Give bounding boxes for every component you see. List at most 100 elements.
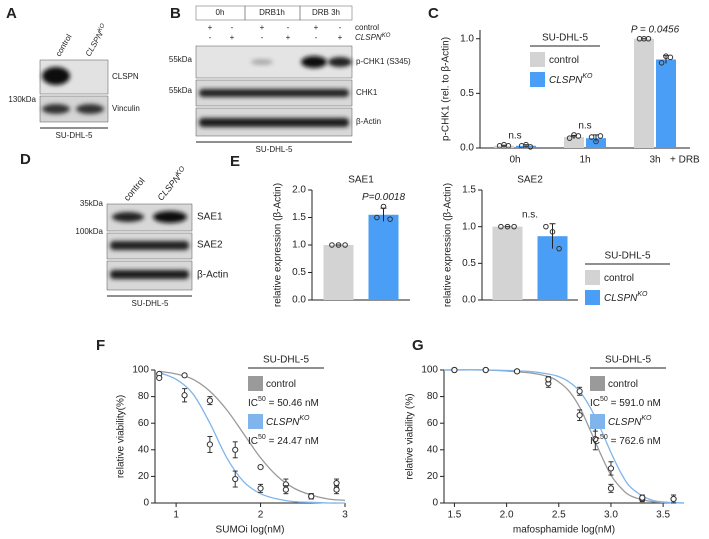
legend-swatch (590, 376, 605, 391)
data-point (342, 242, 348, 248)
y-tick-label: 0.0 (292, 295, 306, 306)
lane-label: CLSPNKO (83, 22, 109, 58)
data-point (387, 216, 393, 222)
data-point (206, 397, 213, 404)
condition-sign: + (338, 33, 343, 42)
y-tick-label: 1.0 (292, 240, 306, 251)
data-point (645, 35, 652, 42)
ic50-rest: = 762.6 nM (608, 436, 661, 447)
marker-label: 100kDa (75, 227, 103, 236)
data-point (527, 144, 534, 150)
y-axis-label: relative expression (β-Actin) (273, 183, 284, 307)
x-tick-label: 1 (173, 510, 179, 521)
ic50-label: IC50 = 24.47 nM (248, 434, 319, 447)
marker-label: 55kDa (169, 55, 193, 64)
bar (564, 137, 584, 148)
legend-swatch (585, 270, 600, 285)
cell-line: SU-DHL-5 (56, 131, 93, 140)
legend-swatch (248, 414, 263, 429)
ic50-sup: 50 (600, 396, 608, 403)
blot-a: control CLSPNKO CLSPN Vinculin 130kDa SU… (8, 22, 139, 140)
data-point (667, 54, 674, 61)
annotation: n.s (578, 121, 591, 132)
x-tick-label: 1.5 (447, 510, 461, 521)
y-tick-label: 40 (427, 444, 439, 455)
y-tick-label: 0 (432, 498, 438, 509)
y-tick-label: 100 (421, 365, 438, 376)
condition-sign: - (231, 23, 234, 32)
data-point (575, 133, 582, 139)
data-point (498, 223, 504, 230)
ic50-sup: 50 (258, 434, 266, 441)
y-tick-label: 0.0 (462, 295, 476, 306)
marker-label: 35kDa (80, 199, 104, 208)
ic50-text: IC (590, 398, 600, 409)
data-point (232, 446, 239, 453)
y-tick-label: 0.0 (460, 143, 474, 154)
condition-sign: + (230, 33, 235, 42)
bar (656, 59, 676, 148)
y-axis-label: relative expression (β-Actin) (443, 183, 454, 307)
blot-band (110, 270, 189, 279)
data-point (181, 392, 188, 399)
y-tick-label: 2.0 (292, 185, 306, 196)
blot-band (153, 211, 187, 223)
legend-text: CLSPN (266, 417, 300, 428)
annotation: P=0.0018 (362, 192, 406, 203)
x-tick-label: 2.5 (552, 510, 566, 521)
legend-text: CLSPN (549, 75, 583, 86)
lane-label: control (122, 176, 147, 203)
ic50-label: IC50 = 762.6 nM (590, 434, 661, 447)
legend-sup: KO (641, 415, 652, 422)
x-tick-label: 1h (579, 155, 590, 166)
y-tick-label: 60 (138, 418, 150, 429)
y-tick-label: 1.0 (462, 221, 476, 232)
bar (634, 38, 654, 149)
y-axis-label: p-CHK1 (rel. to β-Actin) (441, 37, 452, 141)
band-label: SAE1 (197, 212, 223, 223)
data-point (282, 486, 289, 493)
data-point (566, 135, 573, 141)
y-tick-label: 0.5 (462, 258, 476, 269)
band-label: CLSPN (112, 72, 139, 81)
ic50-label: IC50 = 591.0 nM (590, 396, 661, 409)
x-axis-label: SUMOi log(nM) (216, 525, 285, 536)
legend-title: SU-DHL-5 (605, 355, 652, 366)
band-label: p-CHK1 (S345) (356, 57, 411, 66)
bar (492, 226, 523, 300)
x-tick-label: 0h (509, 155, 520, 166)
data-point (639, 494, 646, 501)
ic50-label: IC50 = 50.46 nM (248, 396, 319, 409)
blot-band (110, 241, 189, 250)
legend-label: CLSPNKO (549, 73, 593, 86)
data-point (329, 242, 335, 248)
bar (586, 138, 606, 148)
condition-sign: - (339, 23, 342, 32)
blot-band (42, 67, 70, 85)
condition-sign: - (209, 33, 212, 42)
data-point (588, 134, 595, 140)
data-point (156, 374, 163, 382)
data-point (593, 138, 599, 145)
ic50-sup: 50 (600, 434, 608, 441)
data-point (504, 223, 511, 230)
y-tick-label: 60 (427, 418, 439, 429)
legend-label: control (608, 379, 638, 390)
condition-sign: - (261, 33, 264, 42)
ic50-sup: 50 (258, 396, 266, 403)
x-tick-label: 2.0 (500, 510, 514, 521)
condition-sign: + (286, 33, 291, 42)
y-tick-label: 0.5 (292, 267, 306, 278)
blot-band (251, 59, 273, 65)
data-point (658, 59, 665, 66)
legend-text: control (608, 379, 638, 390)
band-label: SAE2 (197, 240, 223, 251)
y-tick-label: 20 (138, 471, 150, 482)
header-box (299, 5, 353, 21)
data-point (451, 366, 458, 374)
legend-swatch (590, 414, 605, 429)
data-point (511, 223, 517, 230)
ic50-rest: = 24.47 nM (266, 436, 319, 447)
legend-sup: KO (299, 415, 310, 422)
band-label: Vinculin (112, 104, 140, 113)
